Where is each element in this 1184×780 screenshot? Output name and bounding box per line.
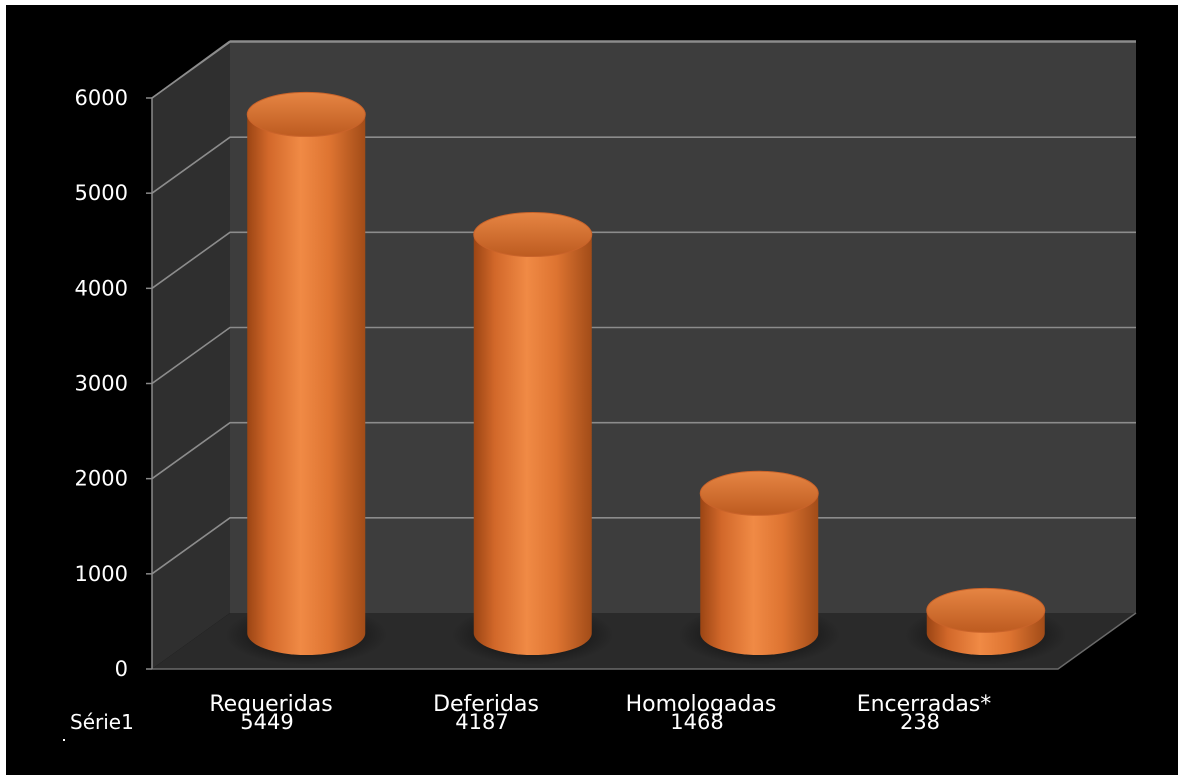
y-tick-label: 0 bbox=[115, 657, 128, 681]
gridline bbox=[151, 41, 1136, 99]
floor-edge bbox=[152, 612, 1137, 670]
category-label: Deferidas bbox=[433, 692, 539, 717]
y-tick-label: 2000 bbox=[75, 467, 128, 491]
data-value-label: 1468 bbox=[670, 710, 723, 734]
bar-body bbox=[700, 493, 819, 655]
gridline bbox=[151, 421, 1136, 480]
y-tick-label: 6000 bbox=[75, 86, 128, 110]
y-tick-label: 4000 bbox=[75, 276, 128, 300]
bar-chart-3d: 0 1000 2000 3000 4000 5000 6000 Requeridas Defe… bbox=[63, 40, 1137, 741]
gridline bbox=[151, 517, 1136, 575]
category-label: Homologadas bbox=[626, 692, 777, 717]
data-table-values: 5449 4187 1468 238 Série1 bbox=[63, 710, 940, 741]
x-axis-labels: Requeridas Deferidas Homologadas Encerradas… bbox=[209, 692, 991, 717]
data-value-label: 238 bbox=[900, 710, 940, 734]
bar bbox=[451, 212, 614, 665]
gridline bbox=[151, 136, 1136, 194]
bar bbox=[904, 587, 1067, 665]
series-name-label: Série1 bbox=[70, 710, 134, 734]
bar-body bbox=[247, 114, 366, 656]
legend-key-dot bbox=[63, 739, 65, 741]
category-label: Encerradas* bbox=[857, 692, 992, 717]
gridline bbox=[151, 231, 1136, 289]
gridline bbox=[151, 326, 1136, 385]
bar-top bbox=[246, 91, 366, 137]
bar bbox=[678, 470, 841, 665]
y-tick-label: 3000 bbox=[75, 372, 128, 396]
bar bbox=[225, 91, 388, 665]
bar-top bbox=[926, 587, 1046, 633]
data-value-label: 4187 bbox=[455, 710, 508, 734]
bars bbox=[225, 91, 1067, 665]
data-value-label: 5449 bbox=[240, 710, 293, 734]
bar-body bbox=[473, 234, 592, 655]
y-axis-ticks: 0 1000 2000 3000 4000 5000 6000 bbox=[75, 86, 152, 681]
y-tick-label: 1000 bbox=[75, 562, 128, 586]
chart-frame: 0 1000 2000 3000 4000 5000 6000 Requeridas Defe… bbox=[6, 5, 1178, 775]
category-label: Requeridas bbox=[209, 692, 332, 717]
bar-top bbox=[699, 470, 819, 516]
floor bbox=[152, 613, 1136, 669]
bar-top bbox=[473, 212, 593, 258]
y-tick-label: 5000 bbox=[75, 181, 128, 205]
gridlines bbox=[151, 41, 1136, 575]
